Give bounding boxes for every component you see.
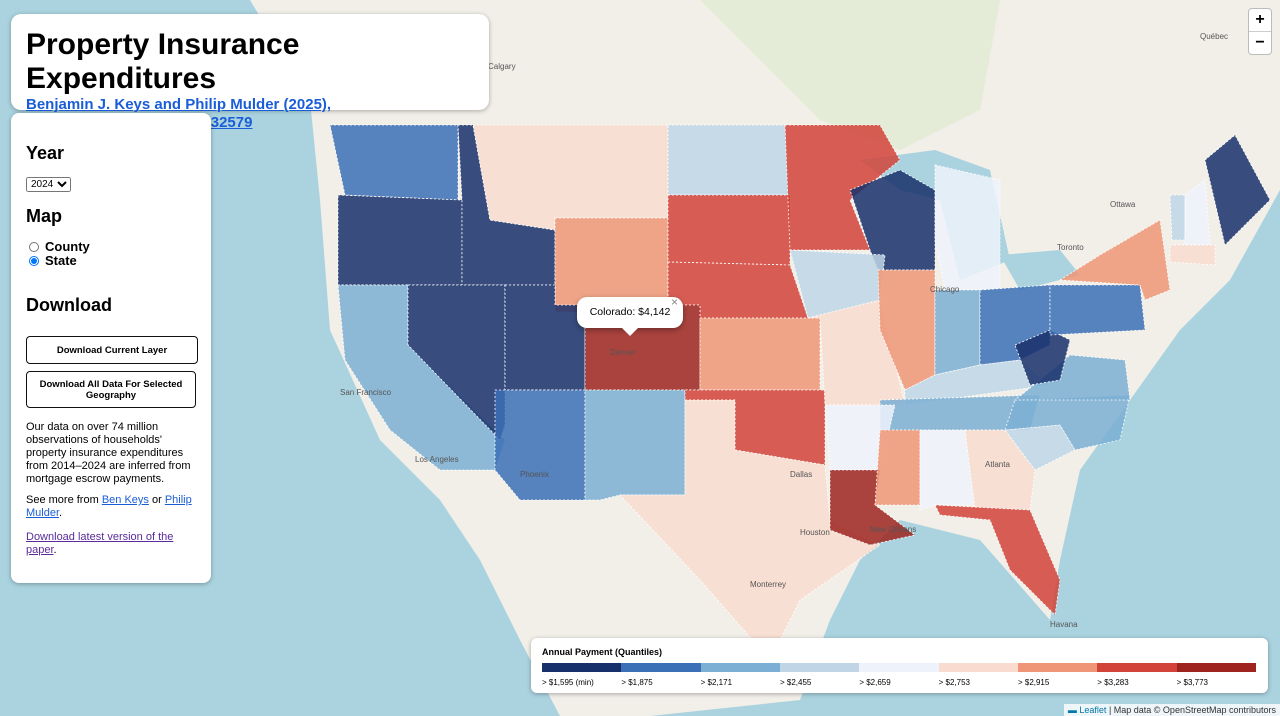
download-current-layer-button[interactable]: Download Current Layer — [26, 336, 198, 364]
legend-label: > $2,753 — [938, 678, 971, 687]
state-oregon[interactable] — [337, 194, 463, 286]
leaflet-link[interactable]: ▬ Leaflet — [1067, 705, 1107, 715]
state-illinois[interactable] — [877, 269, 936, 391]
map-place-label: Dallas — [790, 470, 813, 479]
download-paper-link[interactable]: Download latest version of the paper — [26, 531, 174, 556]
legend-swatch — [779, 663, 860, 672]
map-place-label: Toronto — [1057, 243, 1084, 252]
popup-text: Colorado: $4,142 — [589, 306, 671, 318]
state-florida[interactable] — [934, 504, 1061, 616]
map-place-label: Houston — [800, 528, 830, 537]
download-all-data-button[interactable]: Download All Data For Selected Geography — [26, 371, 196, 408]
legend-swatch — [621, 663, 701, 672]
page-title: Property Insurance Expenditures — [26, 28, 300, 95]
state-massachusetts[interactable] — [1169, 244, 1216, 266]
legend-swatch — [1017, 663, 1098, 672]
map-place-label: Atlanta — [985, 460, 1010, 469]
legend-label: > $1,595 (min) — [542, 678, 594, 687]
map-place-label: New Orleans — [870, 525, 917, 534]
legend-label: > $2,171 — [700, 678, 733, 687]
map-place-label: Los Angeles — [415, 455, 459, 464]
state-alabama[interactable] — [919, 429, 976, 511]
legend-labels: > $1,595 (min) > $1,875 > $2,171 > $2,455 > … — [542, 678, 1256, 687]
legend: Annual Payment (Quantiles) > $1,595 (min… — [531, 638, 1268, 693]
legend-label: > $2,455 — [779, 678, 812, 687]
state-south-dakota[interactable] — [667, 194, 791, 266]
state-texas[interactable] — [619, 399, 881, 661]
popup-close-button[interactable]: × — [670, 295, 678, 309]
state-new-york[interactable] — [1058, 219, 1171, 301]
map-place-label: Monterrey — [750, 580, 787, 589]
state-pennsylvania[interactable] — [1049, 284, 1146, 336]
map-heading: Map — [26, 206, 62, 226]
canada-forest — [700, 0, 1000, 150]
map-place-label: Ottawa — [1110, 200, 1136, 209]
legend-swatch — [1097, 663, 1177, 672]
legend-swatch — [1176, 663, 1256, 672]
download-heading: Download — [26, 295, 112, 315]
map-place-label: Québec — [1200, 32, 1229, 41]
legend-label: > $1,875 — [621, 678, 653, 687]
control-panel: Year 2024 Map County State Download Down… — [11, 113, 211, 583]
state-georgia[interactable] — [964, 429, 1036, 511]
zoom-control: + − — [1248, 8, 1272, 55]
state-montana[interactable] — [472, 124, 669, 231]
state-michigan[interactable] — [934, 164, 1001, 291]
year-heading: Year — [26, 143, 65, 163]
legend-label: > $2,659 — [859, 678, 891, 687]
state-wyoming[interactable] — [554, 217, 669, 313]
state-popup: Colorado: $4,142 × — [577, 295, 683, 336]
state-indiana[interactable] — [934, 289, 981, 376]
description-text: Our data on over 74 million observations… — [26, 421, 191, 485]
legend-title: Annual Payment (Quantiles) — [542, 647, 663, 657]
state-maine[interactable] — [1204, 134, 1271, 246]
legend-swatch — [700, 663, 780, 672]
map-place-label: Havana — [1050, 620, 1078, 629]
philip-mulder-link[interactable]: Philip Mulder — [26, 494, 192, 519]
zoom-out-button[interactable]: − — [1255, 34, 1265, 51]
state-mississippi[interactable] — [874, 429, 921, 506]
map-place-label: San Francisco — [340, 388, 392, 397]
year-select[interactable]: 2024 — [26, 177, 71, 192]
state-washington[interactable] — [329, 124, 459, 201]
map-place-label: Phoenix — [520, 470, 549, 479]
see-more-text: See more from Ben Keys or Philip Mulder. — [26, 494, 192, 519]
state-new-mexico[interactable] — [584, 389, 686, 501]
ben-keys-link[interactable]: Ben Keys — [101, 494, 149, 506]
state-vermont[interactable] — [1169, 194, 1186, 241]
zoom-in-button[interactable]: + — [1249, 9, 1271, 32]
state-new-hampshire[interactable] — [1184, 179, 1211, 246]
state-north-dakota[interactable] — [667, 124, 791, 196]
state-arizona[interactable] — [494, 389, 586, 501]
legend-swatch — [542, 663, 622, 672]
legend-color-bar — [542, 663, 1256, 672]
paper-text: Download latest version of the paper. — [26, 531, 174, 556]
map-place-label: Chicago — [930, 285, 960, 294]
attribution: ▬ Leaflet | Map data © OpenStreetMap con… — [1063, 704, 1280, 716]
radio-county[interactable]: County — [29, 239, 90, 254]
legend-label: > $2,915 — [1017, 678, 1050, 687]
radio-state[interactable]: State — [29, 253, 77, 268]
map-place-label: Denver — [610, 348, 636, 357]
legend-label: > $3,283 — [1097, 678, 1129, 687]
state-north-carolina[interactable] — [1004, 394, 1131, 451]
state-wisconsin[interactable] — [849, 169, 936, 271]
legend-swatch — [938, 663, 1018, 672]
legend-label: > $3,773 — [1176, 678, 1208, 687]
legend-swatch — [859, 663, 939, 672]
state-west-virginia[interactable] — [1014, 329, 1071, 386]
state-kansas[interactable] — [699, 317, 821, 391]
title-panel: Property Insurance Expenditures Benjamin… — [11, 14, 489, 131]
map-place-label: Calgary — [488, 62, 516, 71]
state-nebraska[interactable] — [667, 261, 809, 319]
